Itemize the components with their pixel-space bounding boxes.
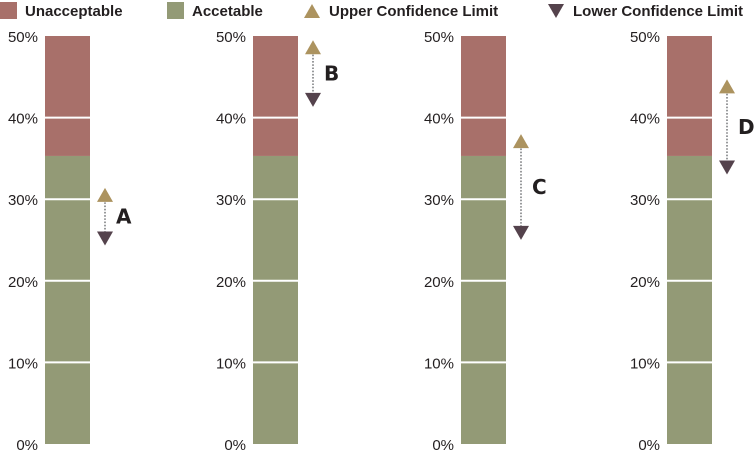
y-tick-label: 20% [424, 274, 454, 291]
y-tick-label: 30% [216, 192, 246, 209]
y-tick-label: 50% [630, 29, 660, 46]
panel-letter-label: C [532, 175, 547, 199]
legend-item-unacceptable: Unacceptable [0, 2, 123, 20]
legend-unacceptable-swatch [0, 2, 17, 19]
panel-b: 0% 10% 20% 30% 40% 50% B [216, 29, 339, 454]
panel-d: 0% 10% 20% 30% 40% 50% D [630, 29, 755, 454]
y-tick-label: 40% [216, 111, 246, 128]
legend-item-acceptable: Accetable [167, 2, 263, 20]
y-tick-label: 20% [216, 274, 246, 291]
y-tick-label: 0% [224, 437, 246, 454]
y-tick-label: 30% [424, 192, 454, 209]
legend: Unacceptable Accetable Upper Confidence Li… [0, 2, 743, 20]
bar-acceptable-segment [253, 155, 298, 444]
bar-acceptable-segment [461, 155, 506, 444]
panel-a: 0% 10% 20% 30% 40% 50% A [8, 29, 132, 454]
legend-item-lower: Lower Confidence Limit [548, 3, 743, 20]
y-tick-label: 40% [630, 111, 660, 128]
y-tick-label: 0% [432, 437, 454, 454]
y-tick-label: 50% [8, 29, 38, 46]
upper-limit-marker [305, 40, 321, 55]
bar-unacceptable-segment [45, 36, 90, 156]
bar-unacceptable-segment [667, 36, 712, 156]
legend-lower-triangle-icon [548, 4, 564, 18]
y-tick-label: 0% [638, 437, 660, 454]
panel-letter-label: A [116, 205, 132, 229]
legend-upper-triangle-icon [304, 4, 320, 18]
y-tick-label: 50% [424, 29, 454, 46]
y-tick-label: 20% [8, 274, 38, 291]
y-tick-label: 10% [216, 355, 246, 372]
upper-limit-marker [97, 187, 113, 202]
panel-c: 0% 10% 20% 30% 40% 50% C [424, 29, 547, 454]
upper-limit-marker [513, 134, 529, 149]
lower-limit-marker [719, 160, 735, 175]
legend-acceptable-swatch [167, 2, 184, 19]
legend-label-unacceptable: Unacceptable [25, 3, 123, 20]
upper-limit-marker [719, 79, 735, 94]
legend-label-upper: Upper Confidence Limit [329, 3, 498, 20]
y-tick-label: 10% [8, 355, 38, 372]
chart-panels: 0% 10% 20% 30% 40% 50% A 0% 10% 20% 30% 40% 50% B 0% 10… [8, 29, 755, 454]
y-tick-label: 0% [16, 437, 38, 454]
y-tick-label: 20% [630, 274, 660, 291]
lower-limit-marker [97, 231, 113, 246]
lower-limit-marker [513, 225, 529, 240]
y-tick-label: 30% [630, 192, 660, 209]
y-tick-label: 10% [424, 355, 454, 372]
y-tick-label: 10% [630, 355, 660, 372]
panel-letter-label: B [324, 62, 339, 86]
y-tick-label: 30% [8, 192, 38, 209]
bar-acceptable-segment [45, 155, 90, 444]
y-tick-label: 50% [216, 29, 246, 46]
legend-label-lower: Lower Confidence Limit [573, 3, 743, 20]
legend-label-acceptable: Accetable [192, 3, 263, 20]
y-tick-label: 40% [8, 111, 38, 128]
bar-unacceptable-segment [253, 36, 298, 156]
lower-limit-marker [305, 92, 321, 107]
panel-letter-label: D [738, 115, 755, 139]
bar-unacceptable-segment [461, 36, 506, 156]
bar-acceptable-segment [667, 155, 712, 444]
y-tick-label: 40% [424, 111, 454, 128]
legend-item-upper: Upper Confidence Limit [304, 3, 498, 20]
